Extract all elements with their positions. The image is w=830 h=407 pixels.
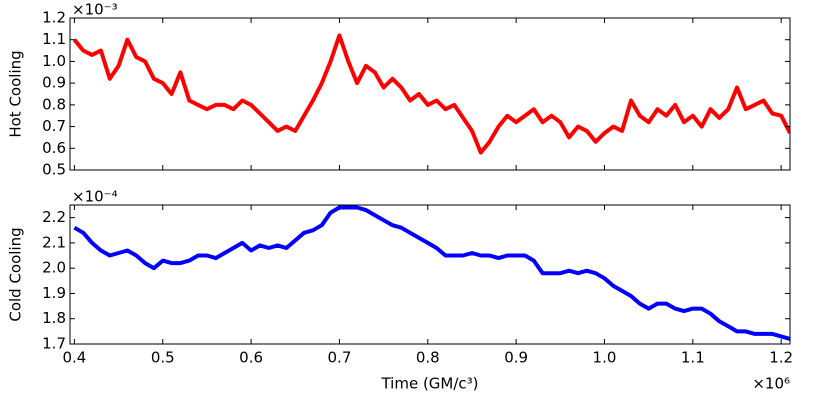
plot-area <box>72 33 790 155</box>
x-tick-label: 0.5 <box>151 349 175 367</box>
x-tick-label: 0.7 <box>328 349 352 367</box>
data-line <box>72 33 790 155</box>
y-tick-label: 2.2 <box>42 208 66 226</box>
y-tick-label: 2.0 <box>42 259 66 277</box>
x-offset-label: ×10⁶ <box>752 375 790 393</box>
x-tick-label: 0.8 <box>416 349 440 367</box>
y-tick-label: 1.8 <box>42 309 66 327</box>
y-offset-label: ×10⁻³ <box>72 1 118 19</box>
x-axis-label: Time (GM/c³) <box>380 375 478 393</box>
y-offset-label: ×10⁻⁴ <box>72 188 118 206</box>
y-tick-label: 0.5 <box>42 161 66 179</box>
y-tick-label: 2.1 <box>42 233 66 251</box>
y-axis-label: Cold Cooling <box>7 227 25 321</box>
x-tick-label: 1.0 <box>593 349 617 367</box>
x-tick-label: 0.6 <box>239 349 263 367</box>
y-tick-label: 1.1 <box>42 30 66 48</box>
plot-area <box>73 205 790 341</box>
y-axis-label: Hot Cooling <box>7 50 25 137</box>
data-line <box>73 205 790 341</box>
y-tick-label: 0.8 <box>42 95 66 113</box>
x-tick-label: 1.2 <box>769 349 793 367</box>
y-tick-label: 0.7 <box>42 117 66 135</box>
y-tick-label: 1.7 <box>42 335 66 353</box>
frame <box>69 204 791 345</box>
y-tick-label: 1.9 <box>42 284 66 302</box>
frame <box>69 17 791 171</box>
y-tick-label: 1.0 <box>42 52 66 70</box>
y-tick-label: 0.9 <box>42 74 66 92</box>
x-tick-label: 0.4 <box>62 349 86 367</box>
x-tick-label: 1.1 <box>681 349 705 367</box>
x-tick-label: 0.9 <box>504 349 528 367</box>
y-tick-label: 0.6 <box>42 139 66 157</box>
y-tick-label: 1.2 <box>42 9 66 27</box>
